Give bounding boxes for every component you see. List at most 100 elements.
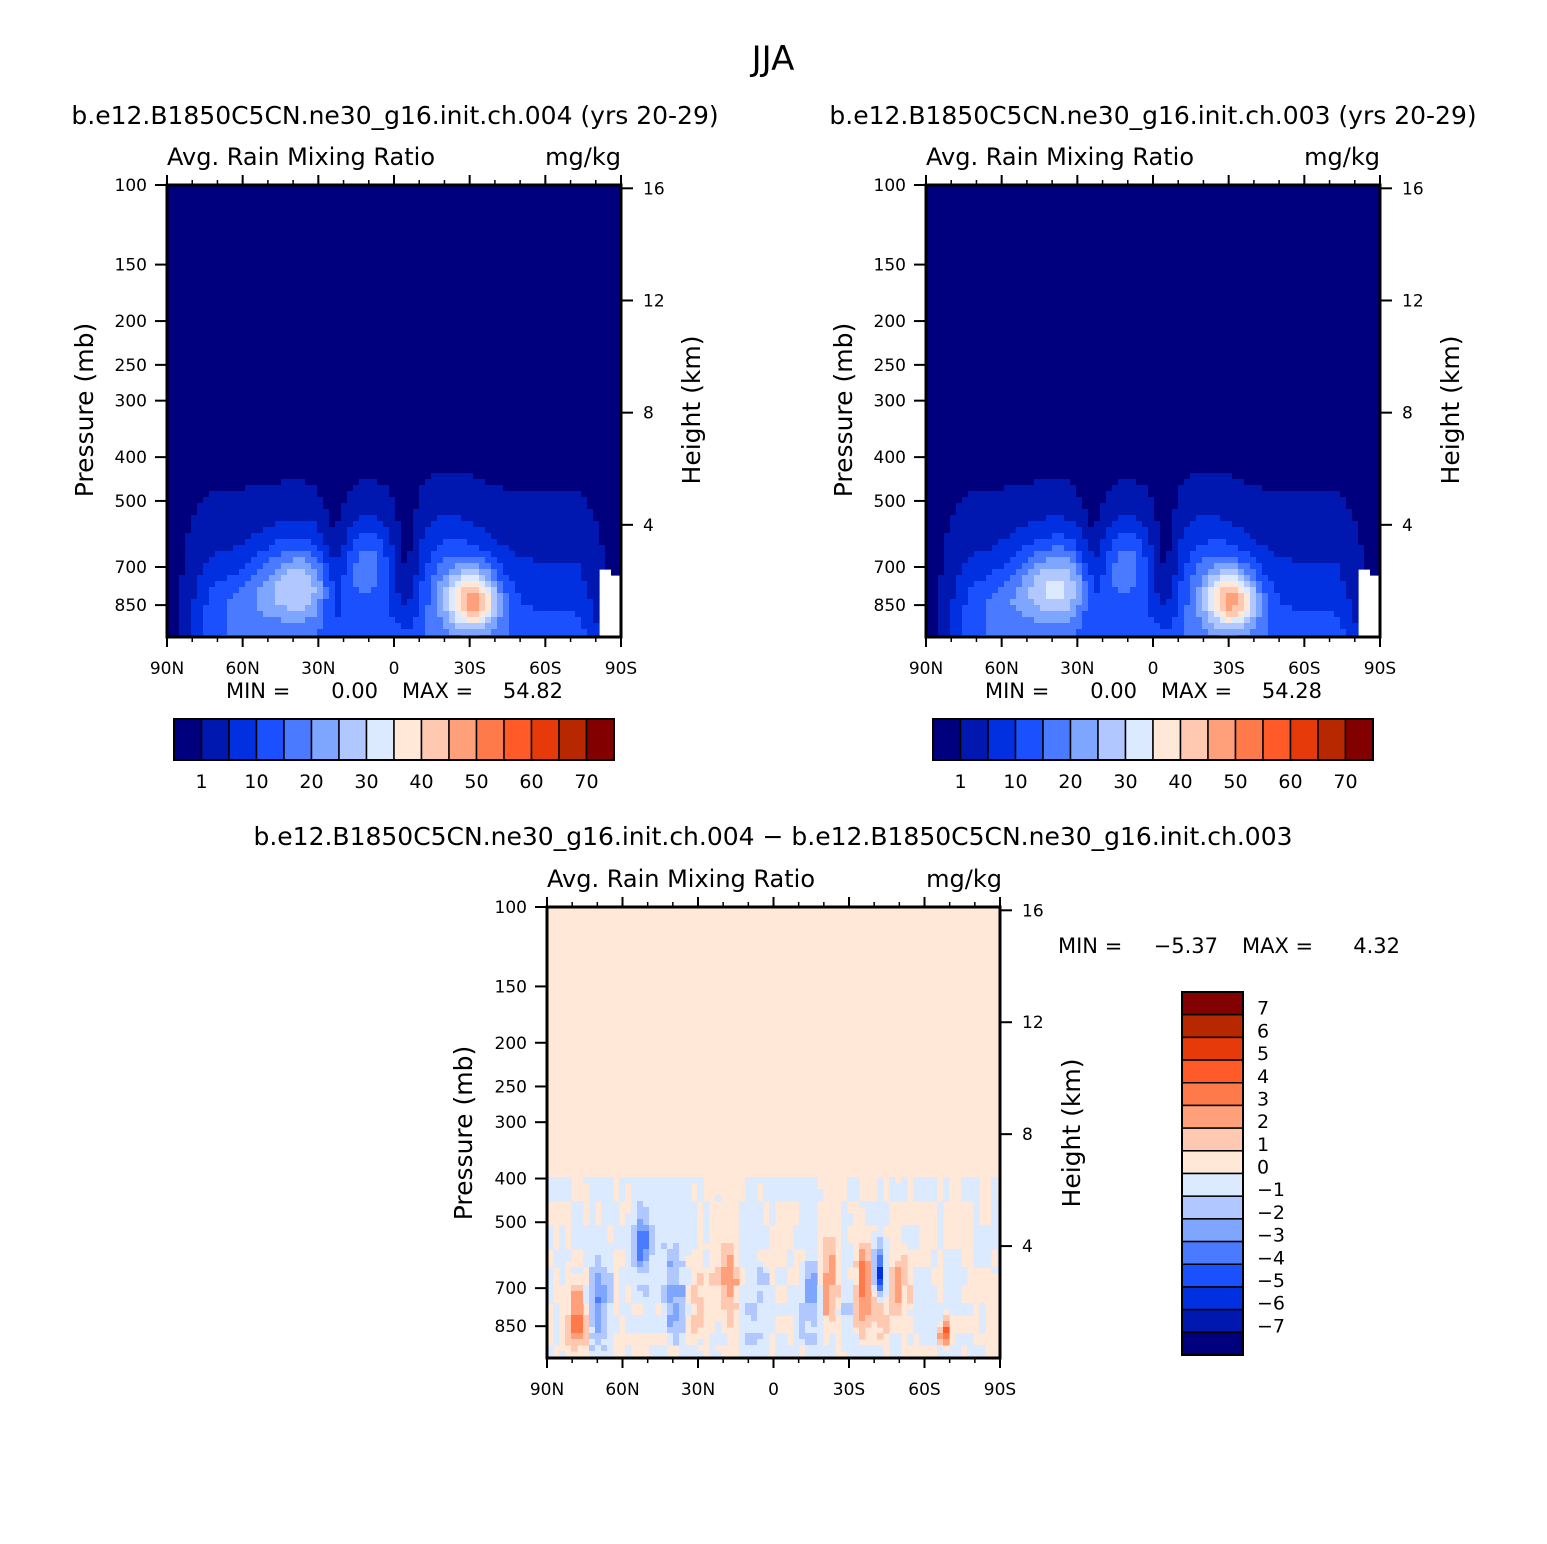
panel1-colorbar-label: 1 (195, 771, 207, 793)
panel3-colorbar-label: 4 (1257, 1066, 1269, 1088)
panel3-colorbar-label: −5 (1257, 1270, 1285, 1292)
panel3-units: mg/kg (926, 865, 1002, 893)
panel2-colorbar-box (959, 718, 989, 761)
panel1-colorbar-label: 50 (464, 771, 488, 793)
panel3-title: b.e12.B1850C5CN.ne30_g16.init.ch.004 − b… (253, 822, 1292, 851)
panel1-y2-tick-label: 4 (643, 516, 654, 536)
panel3-colorbar-label: −6 (1257, 1293, 1285, 1315)
panel1-colorbar-box (310, 718, 340, 761)
panel3-colorbar-label: 3 (1257, 1088, 1269, 1110)
panel3-colorbar-box (1181, 1013, 1244, 1039)
panel3-colorbar-label: −2 (1257, 1202, 1285, 1224)
panel2-colorbar-box (1262, 718, 1292, 761)
panel3-colorbar-box (1181, 1240, 1244, 1265)
panel2-units: mg/kg (1304, 143, 1380, 171)
panel2-y-tick-label: 100 (874, 176, 906, 196)
panel3-colorbar-label: 7 (1257, 998, 1269, 1020)
panel2-y2-tick-label: 8 (1402, 404, 1413, 424)
panel3-colorbar-label: −7 (1257, 1315, 1285, 1337)
panel3-y2-tick-label: 4 (1022, 1237, 1033, 1257)
panel1-contour-fill (167, 185, 622, 638)
panel3-colorbar-label: −4 (1257, 1247, 1285, 1269)
panel2-colorbar-box (987, 718, 1017, 761)
panel2-x-tick-label: 60N (984, 659, 1018, 679)
panel3-y-tick-label: 500 (495, 1213, 527, 1233)
panel3-min-label: MIN = (1058, 934, 1122, 958)
panel1-y-tick-label: 850 (115, 596, 147, 616)
panel1-colorbar-frame (173, 718, 615, 761)
panel1-y2-axis-title: Height (km) (677, 336, 706, 485)
panel1-y-tick-label: 500 (115, 492, 147, 512)
panel1-colorbar-label: 60 (519, 771, 543, 793)
panel1-colorbar-box (255, 718, 285, 761)
panel2-x-tick-label: 90S (1364, 659, 1396, 679)
panel2-colorbar-box (1097, 718, 1127, 761)
panel3-colorbar-label: 0 (1257, 1157, 1269, 1179)
panel2-colorbar-label: 70 (1333, 771, 1357, 793)
panel2-colorbar-box (1042, 718, 1072, 761)
panel2-y-tick-label: 400 (874, 448, 906, 468)
panel1-y-tick-label: 150 (115, 256, 147, 276)
panel1-colorbar-box (530, 718, 560, 761)
panel3-colorbar-box (1181, 1308, 1244, 1334)
panel2-colorbar-box (1014, 718, 1044, 761)
panel3-y2-axis-title: Height (km) (1057, 1059, 1086, 1208)
panel3-colorbar-box (1181, 1127, 1244, 1152)
panel1-colorbar-box (503, 718, 533, 761)
panel2-y2-axis-title: Height (km) (1436, 336, 1465, 485)
panel2-colorbar-box (1179, 718, 1209, 761)
panel3-y2-tick-label: 16 (1022, 901, 1044, 921)
panel3-y2-tick-label: 8 (1022, 1125, 1033, 1145)
panel2-colorbar-label: 20 (1058, 771, 1082, 793)
panel2-x-tick-label: 30S (1212, 659, 1244, 679)
panel3-x-tick-label: 90N (530, 1380, 564, 1400)
panel1-colorbar-box (475, 718, 505, 761)
panel1-title: b.e12.B1850C5CN.ne30_g16.init.ch.004 (yr… (71, 101, 718, 130)
panel1-x-tick-label: 30S (453, 659, 485, 679)
panel2-colorbar-box (1344, 718, 1374, 761)
panel2-y2-tick-label: 16 (1402, 179, 1424, 199)
panel1-colorbar-box (585, 718, 615, 761)
panel3-colorbar-box (1181, 1082, 1244, 1107)
panel3-y-tick-label: 200 (495, 1034, 527, 1054)
panel2-colorbar-label: 50 (1223, 771, 1247, 793)
panel1-min-value: 0.00 (331, 679, 378, 703)
panel3-min-value: −5.37 (1154, 934, 1218, 958)
panel1-y-tick-label: 300 (115, 392, 147, 412)
panel3-colorbar-box (1181, 1218, 1244, 1243)
panel1-y-axis-title: Pressure (mb) (70, 323, 99, 497)
panel1-colorbar-box (558, 718, 588, 761)
panel2-colorbar-label: 30 (1113, 771, 1137, 793)
panel3-y-tick-label: 100 (495, 898, 527, 918)
panel3-y2-tick-label: 12 (1022, 1013, 1044, 1033)
panel2-colorbar-box (1069, 718, 1099, 761)
panel3-colorbar-frame (1181, 991, 1244, 1356)
panel1-colorbar-box (448, 718, 478, 761)
panel1-x-tick-label: 90S (605, 659, 637, 679)
panel2-y-tick-label: 700 (874, 558, 906, 578)
panel1-min-label: MIN = (226, 679, 290, 703)
panel1-y-tick-label: 100 (115, 176, 147, 196)
panel2-y2-tick-label: 4 (1402, 516, 1413, 536)
panel3-y-tick-label: 250 (495, 1077, 527, 1097)
panel1-colorbar-label: 30 (354, 771, 378, 793)
panel2-colorbar-box (1207, 718, 1237, 761)
panel1-colorbar-box (365, 718, 395, 761)
panel3-colorbar-label: −1 (1257, 1179, 1285, 1201)
panel3-x-tick-label: 30S (833, 1380, 865, 1400)
panel3-colorbar-label: 1 (1257, 1134, 1269, 1156)
panel2-title: b.e12.B1850C5CN.ne30_g16.init.ch.003 (yr… (829, 101, 1476, 130)
panel3-colorbar-box (1181, 1286, 1244, 1311)
panel1-colorbar-label: 40 (409, 771, 433, 793)
panel3-contour-fill (547, 1177, 1001, 1359)
panel2-colorbar-box (932, 718, 962, 761)
panel1-y2-tick-label: 16 (643, 179, 665, 199)
panel2-colorbar-label: 1 (954, 771, 966, 793)
panel3-x-tick-label: 30N (681, 1380, 715, 1400)
panel2-colorbar-label: 40 (1168, 771, 1192, 793)
panel1-y2-tick-label: 8 (643, 404, 654, 424)
panel2-x-tick-label: 30N (1060, 659, 1094, 679)
panel2-left-string: Avg. Rain Mixing Ratio (926, 143, 1194, 171)
panel3-max-value: 4.32 (1353, 934, 1400, 958)
panel3-max-label: MAX = (1242, 934, 1313, 958)
